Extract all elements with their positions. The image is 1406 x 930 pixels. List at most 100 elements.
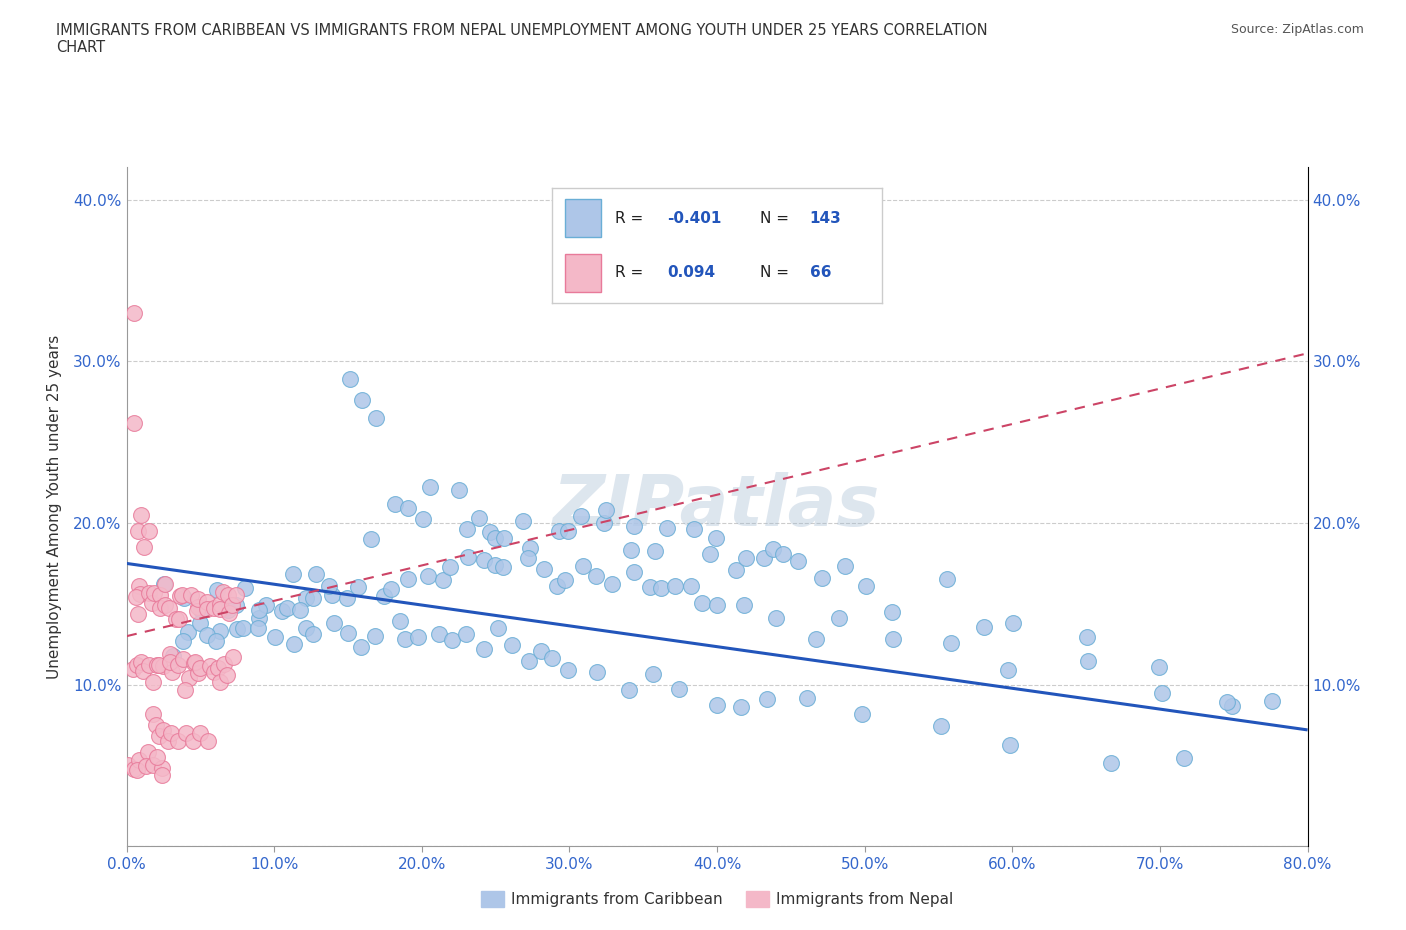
Point [128, 752, 150, 767]
Point [197, 734, 219, 749]
Point [146, 658, 169, 672]
Point [165, 612, 187, 627]
Point [706, 698, 728, 712]
Point [620, 542, 643, 557]
Point [834, 559, 856, 574]
Legend: Immigrants from Caribbean, Immigrants from Nepal: Immigrants from Caribbean, Immigrants fr… [474, 885, 960, 913]
Point [1149, 660, 1171, 675]
Point [122, 661, 145, 676]
Point [638, 579, 661, 594]
Point [439, 559, 461, 574]
Point [155, 598, 177, 613]
Point [172, 652, 194, 667]
Point [122, 305, 145, 320]
Point [132, 663, 155, 678]
Point [440, 632, 463, 647]
Point [215, 601, 238, 616]
Point [198, 658, 221, 673]
Point [546, 578, 568, 593]
Point [350, 640, 373, 655]
Point [187, 591, 209, 606]
Point [1076, 630, 1098, 644]
Point [208, 602, 231, 617]
Point [429, 626, 451, 641]
Point [533, 562, 555, 577]
Point [226, 622, 249, 637]
Point [217, 588, 239, 603]
Point [122, 761, 145, 776]
Text: IMMIGRANTS FROM CARIBBEAN VS IMMIGRANTS FROM NEPAL UNEMPLOYMENT AMONG YOUTH UNDE: IMMIGRANTS FROM CARIBBEAN VS IMMIGRANTS … [56, 23, 988, 38]
Point [181, 734, 204, 749]
Point [184, 654, 207, 669]
Point [136, 744, 159, 759]
Point [623, 518, 645, 533]
Point [484, 530, 506, 545]
Point [569, 509, 592, 524]
Point [152, 761, 174, 776]
Point [159, 601, 181, 616]
Point [321, 588, 343, 603]
Point [936, 572, 959, 587]
Point [929, 719, 952, 734]
Point [699, 546, 721, 561]
Point [127, 524, 149, 538]
Point [336, 591, 359, 605]
Point [997, 662, 1019, 677]
Point [283, 566, 305, 581]
Point [828, 610, 851, 625]
Point [512, 514, 534, 529]
Text: Source: ZipAtlas.com: Source: ZipAtlas.com [1230, 23, 1364, 36]
Point [148, 658, 170, 672]
Point [1216, 695, 1239, 710]
Point [1222, 699, 1244, 714]
Point [247, 621, 270, 636]
Point [796, 690, 818, 705]
Point [644, 544, 666, 559]
Point [396, 500, 419, 515]
Point [232, 620, 254, 635]
Point [172, 588, 194, 603]
Y-axis label: Unemployment Among Youth under 25 years: Unemployment Among Youth under 25 years [46, 335, 62, 679]
Point [177, 624, 200, 639]
Point [283, 637, 305, 652]
Point [318, 578, 340, 593]
Point [217, 668, 239, 683]
Point [204, 633, 226, 648]
Point [941, 636, 963, 651]
Point [174, 683, 197, 698]
Point [174, 725, 197, 740]
Point [129, 655, 152, 670]
Point [276, 601, 298, 616]
Point [127, 606, 149, 621]
Point [152, 577, 174, 591]
Point [472, 553, 495, 568]
Point [247, 611, 270, 626]
Point [167, 611, 190, 626]
Point [128, 578, 150, 593]
Point [142, 675, 165, 690]
Point [188, 616, 211, 631]
Point [851, 707, 873, 722]
Point [159, 655, 181, 670]
Text: CHART: CHART [56, 40, 105, 55]
Point [145, 750, 167, 764]
Point [457, 550, 479, 565]
Point [138, 658, 160, 672]
Point [152, 659, 174, 674]
Point [468, 511, 491, 525]
Point [337, 625, 360, 640]
Point [541, 650, 564, 665]
Point [346, 579, 368, 594]
Point [1077, 654, 1099, 669]
Point [380, 582, 402, 597]
Point [167, 734, 190, 749]
Point [270, 604, 292, 618]
Point [683, 521, 706, 536]
Point [557, 524, 579, 538]
Point [186, 604, 208, 619]
Point [149, 601, 172, 616]
Point [143, 586, 166, 601]
Point [706, 597, 728, 612]
Point [129, 508, 153, 523]
Point [218, 605, 240, 620]
